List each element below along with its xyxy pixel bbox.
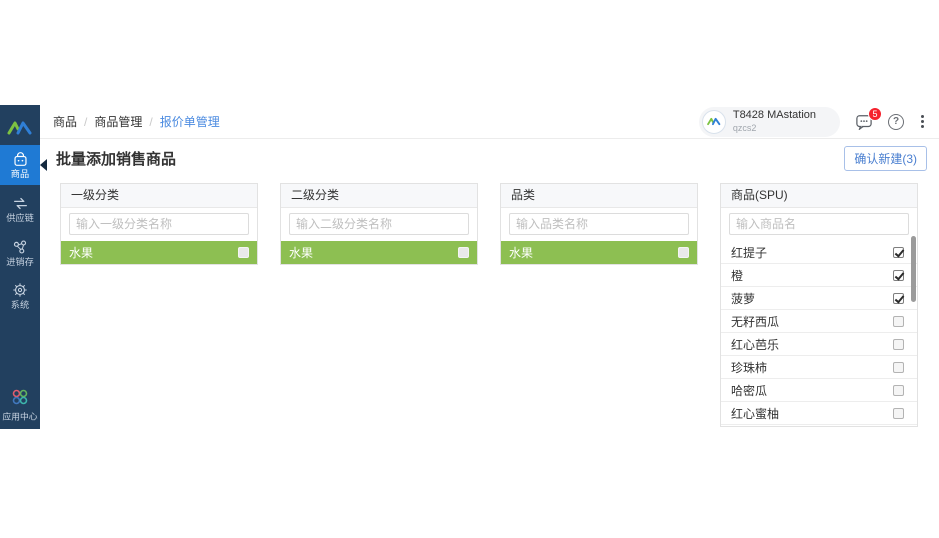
panel-category: 品类 水果 (500, 183, 698, 265)
list-item[interactable]: 哈密瓜 (721, 379, 917, 402)
messages-button[interactable]: 5 (855, 106, 882, 130)
more-menu-button[interactable] (919, 113, 926, 130)
list-item[interactable]: 红心芭乐 (721, 333, 917, 356)
sidebar-item-label: 商品 (10, 168, 30, 180)
sidebar-item-app-center[interactable]: 应用中心 (0, 383, 40, 427)
checkbox[interactable] (893, 407, 904, 419)
checkbox[interactable] (893, 384, 904, 396)
scrollbar-thumb[interactable] (911, 236, 916, 302)
list-item-label: 红心芭乐 (731, 337, 780, 352)
checkbox[interactable] (893, 292, 904, 304)
list-item-label: 无籽西瓜 (731, 314, 780, 329)
breadcrumb-separator: / (84, 114, 88, 129)
sidebar-item-label: 进销存 (6, 256, 34, 268)
user-zone: T8428 MAstation qzcs2 5 ? (698, 106, 926, 137)
list-item-label: 水果 (69, 246, 94, 260)
search-input[interactable] (69, 213, 249, 235)
list-item-label: 水果 (289, 246, 314, 260)
avatar-logo-icon (706, 117, 721, 126)
spu-list: 红提子 橙 菠萝 无籽西瓜 红心芭乐 珍珠柿 (721, 241, 917, 425)
top-bar: 商品 / 商品管理 / 报价单管理 T8428 MAstation qzcs2 (40, 105, 939, 139)
list-item-label: 哈密瓜 (731, 383, 768, 398)
search-input[interactable] (509, 213, 689, 235)
list-item-selected[interactable]: 水果 (61, 241, 257, 264)
checkbox[interactable] (893, 338, 904, 350)
sidebar-item-label: 供应链 (6, 213, 34, 224)
gear-icon (13, 282, 27, 297)
panel-level2-category: 二级分类 水果 (280, 183, 478, 265)
notification-badge: 5 (868, 106, 882, 121)
sidebar: 商品 供应链 进销存 系统 (0, 105, 40, 429)
sidebar-item-products[interactable]: 商品 (0, 145, 40, 185)
panel-spu: 商品(SPU) 红提子 橙 菠萝 无籽西瓜 红心芭乐 (720, 183, 918, 427)
panel-title: 一级分类 (61, 184, 257, 208)
list-item-selected[interactable]: 水果 (501, 241, 697, 264)
user-name: T8428 MAstation (732, 108, 816, 121)
list-item[interactable]: 红提子 (721, 241, 917, 264)
kebab-icon (921, 115, 924, 118)
checkbox[interactable] (893, 269, 904, 281)
apps-icon (12, 389, 28, 404)
checkbox[interactable] (893, 246, 904, 258)
list-item[interactable]: 无籽西瓜 (721, 310, 917, 333)
search-input[interactable] (729, 213, 909, 235)
brand-logo (0, 113, 40, 143)
page-title: 批量添加销售商品 (56, 151, 177, 168)
question-icon: ? (888, 113, 904, 130)
bag-icon (13, 151, 27, 166)
list-item-label: 红提子 (731, 245, 768, 260)
checkbox[interactable] (678, 247, 689, 258)
list-item-label: 水果 (509, 246, 534, 260)
panel-title: 商品(SPU) (721, 184, 917, 208)
list-item[interactable]: 橙 (721, 264, 917, 287)
help-button[interactable]: ? (888, 113, 904, 130)
panel-level1-category: 一级分类 水果 (60, 183, 258, 265)
exchange-icon (13, 197, 27, 210)
list-item-label: 橙 (731, 268, 744, 283)
list-item-selected[interactable]: 水果 (281, 241, 477, 264)
checkbox[interactable] (893, 361, 904, 373)
checkbox[interactable] (893, 315, 904, 327)
sidebar-item-supply-chain[interactable]: 供应链 (0, 190, 40, 230)
sidebar-item-label: 应用中心 (2, 411, 38, 422)
list-item[interactable]: 红心蜜柚 (721, 402, 917, 425)
user-meta: T8428 MAstation qzcs2 (732, 108, 816, 134)
user-menu[interactable]: T8428 MAstation qzcs2 (698, 106, 840, 137)
breadcrumb-item-current[interactable]: 报价单管理 (159, 115, 220, 129)
search-input[interactable] (289, 213, 469, 235)
nodes-icon (13, 239, 27, 254)
breadcrumb-item[interactable]: 商品管理 (94, 115, 143, 129)
breadcrumb-separator: / (149, 114, 153, 129)
list-item[interactable]: 菠萝 (721, 287, 917, 310)
sidebar-item-inventory[interactable]: 进销存 (0, 233, 40, 273)
brand-logo-icon (7, 121, 32, 135)
panel-title: 品类 (501, 184, 697, 208)
user-subtitle: qzcs2 (732, 122, 757, 133)
confirm-create-button[interactable]: 确认新建(3) (844, 146, 927, 171)
breadcrumb-item[interactable]: 商品 (53, 115, 78, 129)
list-item-label: 红心蜜柚 (731, 406, 780, 421)
avatar (701, 109, 726, 134)
sidebar-collapse-arrow-icon[interactable] (40, 159, 47, 171)
breadcrumb: 商品 / 商品管理 / 报价单管理 (53, 113, 220, 130)
chat-bubble-icon (856, 114, 872, 130)
list-item-label: 珍珠柿 (731, 360, 768, 375)
sidebar-item-system[interactable]: 系统 (0, 276, 40, 316)
list-item[interactable]: 珍珠柿 (721, 356, 917, 379)
checkbox[interactable] (238, 247, 249, 258)
panel-title: 二级分类 (281, 184, 477, 208)
sidebar-item-label: 系统 (10, 299, 30, 311)
checkbox[interactable] (458, 247, 469, 258)
list-item-label: 菠萝 (731, 291, 756, 306)
